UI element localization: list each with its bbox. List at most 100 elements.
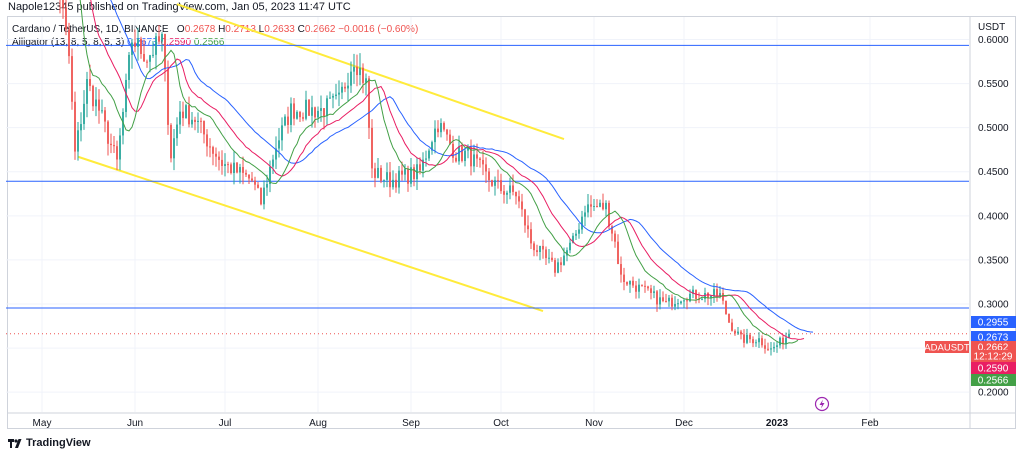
candle-body	[116, 146, 118, 160]
candle-body	[146, 61, 148, 63]
candle-body	[161, 34, 163, 42]
candle-body	[401, 170, 403, 175]
candle-body	[407, 168, 409, 184]
candle-body	[362, 67, 364, 83]
candle-body	[230, 164, 232, 174]
candle-body	[596, 206, 598, 208]
candle-body	[617, 241, 619, 265]
candle-body	[392, 179, 394, 188]
candle-body	[500, 180, 502, 192]
candle-body	[638, 284, 640, 292]
candle-body	[701, 298, 703, 300]
candle-body	[626, 282, 628, 285]
candle-body	[491, 180, 493, 186]
candle-body	[785, 337, 787, 345]
candles-layer	[59, 0, 790, 356]
candle-body	[455, 157, 457, 162]
alligator-jaw-value: 0.2673	[127, 37, 158, 48]
time-axis[interactable]: May Jun Jul Aug Sep Oct Nov Dec 2023 Feb	[33, 418, 880, 429]
price-tag-label: 0.2590	[978, 364, 1009, 375]
candle-body	[398, 170, 400, 188]
candle-body	[104, 110, 106, 122]
candle-body	[437, 128, 439, 133]
candle-body	[125, 79, 127, 112]
candle-body	[485, 164, 487, 172]
candle-body	[716, 289, 718, 297]
candle-body	[629, 280, 631, 285]
candle-body	[350, 71, 352, 86]
alligator-lips-line	[79, 0, 799, 345]
candle-body	[356, 66, 358, 76]
candle-body	[281, 125, 283, 141]
candle-body	[674, 303, 676, 307]
candle-body	[293, 103, 295, 119]
candle-body	[734, 330, 736, 334]
channel-layer	[77, 3, 565, 312]
candle-body	[182, 111, 184, 119]
candle-body	[632, 280, 634, 286]
candle-body	[95, 99, 97, 107]
candle-body	[425, 158, 427, 160]
candle-body	[428, 150, 430, 159]
candle-body	[479, 158, 481, 160]
price-tag	[971, 374, 1016, 386]
candle-body	[86, 79, 88, 104]
candle-body	[653, 291, 655, 293]
candle-body	[752, 339, 754, 344]
candle-body	[227, 164, 229, 166]
candle-body	[233, 162, 235, 174]
candle-body	[671, 297, 673, 307]
grid-layer	[6, 17, 969, 412]
candle-body	[584, 212, 586, 217]
tradingview-logo-icon	[8, 438, 22, 448]
candle-body	[326, 98, 328, 117]
candle-body	[503, 191, 505, 195]
candle-body	[719, 293, 721, 297]
candle-body	[176, 124, 178, 139]
candle-body	[497, 180, 499, 182]
candle-body	[335, 94, 337, 96]
candle-body	[314, 107, 316, 118]
candle-body	[602, 202, 604, 210]
chart-frame[interactable]	[7, 16, 1016, 429]
candle-body	[221, 159, 223, 166]
candle-body	[677, 303, 679, 305]
candle-body	[65, 7, 67, 30]
candle-body	[290, 103, 292, 125]
candle-body	[62, 0, 64, 8]
candle-body	[164, 34, 166, 70]
snapshot-icon[interactable]	[814, 396, 830, 412]
candle-body	[482, 159, 484, 165]
candle-body	[440, 123, 442, 133]
candle-body	[713, 289, 715, 296]
candle-body	[542, 245, 544, 250]
candle-body	[431, 142, 433, 151]
candle-body	[305, 99, 307, 119]
candle-body	[218, 156, 220, 160]
channel-upper-line	[176, 3, 565, 141]
candle-body	[527, 225, 529, 230]
alligator-lips-value: 0.2566	[193, 37, 225, 48]
candle-body	[665, 301, 667, 303]
candle-body	[269, 166, 271, 185]
candle-body	[551, 257, 553, 261]
tradingview-logo[interactable]: TradingView	[8, 437, 91, 449]
candle-body	[365, 78, 367, 83]
candle-body	[668, 297, 670, 302]
ohlc-legend-row: Cardano / TetherUS, 1D, BINANCE O0.2678 …	[12, 23, 418, 36]
close-value: 0.2662	[304, 24, 336, 35]
candle-body	[341, 86, 343, 93]
candle-body	[359, 67, 361, 76]
candle-body	[536, 250, 538, 253]
candle-body	[101, 110, 103, 112]
symbol-label[interactable]: Cardano / TetherUS, 1D, BINANCE	[12, 24, 169, 35]
candle-body	[488, 171, 490, 181]
candle-body	[569, 242, 571, 251]
candle-body	[683, 300, 685, 302]
y-tick-label: 0.3000	[978, 299, 1009, 310]
candle-body	[209, 146, 211, 148]
candle-body	[587, 204, 589, 213]
candle-body	[395, 179, 397, 188]
candle-body	[338, 92, 340, 95]
